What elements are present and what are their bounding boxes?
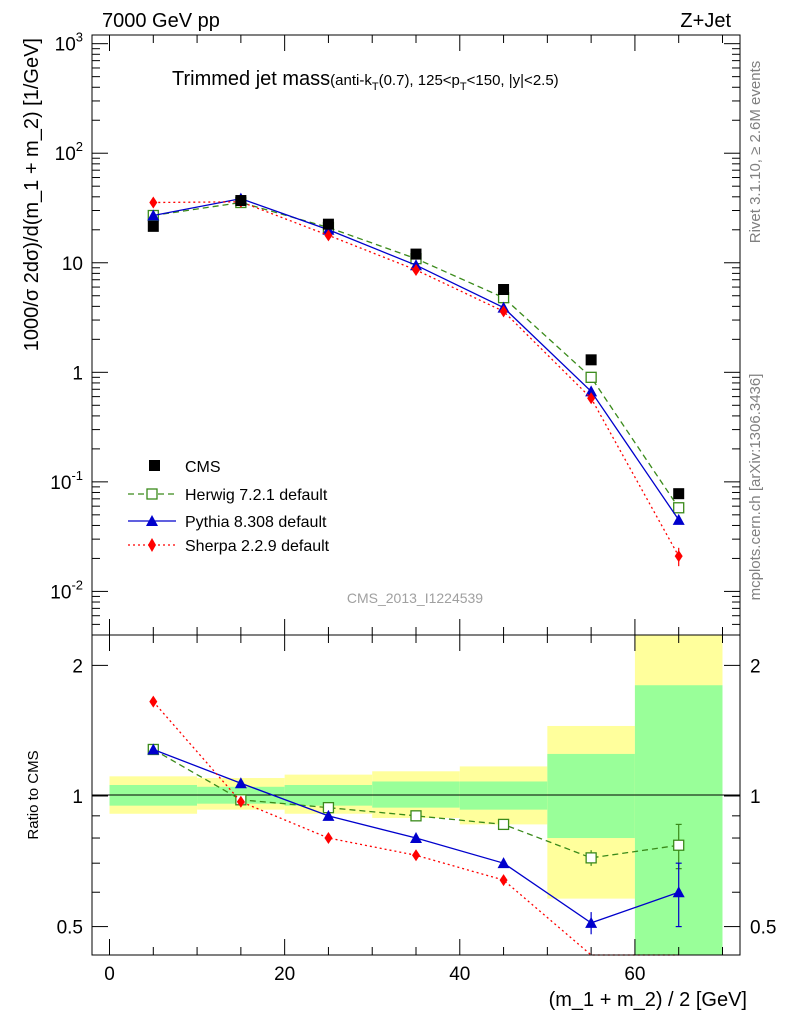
x-tick-label: 40 [449,964,470,985]
header-energy: 7000 GeV pp [102,10,220,32]
main-series-point [587,392,596,405]
legend-marker-pythia [146,515,158,526]
cms-data-point [585,354,597,366]
plot-title-p-sub: T [460,81,467,93]
main-y-tick-label: 10-2 [50,577,83,603]
ratio-series-point [585,916,598,928]
plot-title: Trimmed jet mass(anti-kT(0.7), 125<pT<15… [172,68,559,93]
main-panel-series [147,192,685,567]
main-series-point [499,305,508,318]
legend-marker-herwig [146,488,158,500]
main-series-point [585,371,597,383]
main-series-point [673,502,685,514]
ratio-series-point [410,810,422,822]
legend-marker-cms [149,460,160,471]
legend-label-pythia: Pythia 8.308 default [185,514,327,531]
main-series-point [674,550,683,563]
ratio-series-point [497,857,510,869]
legend: CMS Herwig 7.2.1 default Pythia 8.308 de… [128,459,330,555]
ratio-series-point [324,832,333,845]
cms-data-point [410,248,422,260]
ratio-y-tick-label-right: 1 [750,787,761,808]
cms-data-point [673,488,685,500]
legend-label-herwig: Herwig 7.2.1 default [185,487,328,504]
main-y-tick-label: 103 [55,30,83,56]
ratio-band-inner [547,753,635,839]
ratio-series-point [585,852,597,864]
ratio-series-point [234,777,247,789]
ratio-y-tick-label: 2 [72,656,83,677]
main-series-point [585,385,598,397]
ratio-series-point [673,839,685,851]
cms-data-point [235,195,247,207]
legend-entry-cms: CMS [149,459,221,476]
ratio-y-tick-label: 1 [72,787,83,808]
ratio-series-point [410,832,422,844]
main-series-point [149,196,158,209]
cms-data-point [147,220,159,232]
ratio-series-point [147,743,160,755]
main-series-line [153,197,680,521]
ratio-series-point [672,886,685,898]
main-series-point [147,209,160,221]
ratio-series-point [412,849,420,862]
legend-label-cms: CMS [185,459,221,476]
cms-data-point [498,284,510,296]
x-axis-label: (m_1 + m_2) / 2 [GeV] [549,989,747,1011]
main-y-tick-label: 10-1 [50,468,83,494]
ratio-y-tick-label-right: 0.5 [750,918,776,939]
ratio-series-point [322,809,335,821]
analysis-id: CMS_2013_I1224539 [347,590,483,606]
header-process: Z+Jet [680,10,731,32]
plot-title-mid: (0.7), 125<p [379,72,460,89]
x-axis-ticks: 0 20 40 60 [104,35,723,985]
ratio-series-point [497,818,510,831]
plot-title-k-sub: T [372,81,379,93]
ratio-band-inner [459,781,548,810]
ratio-y-axis-label: Ratio to CMS [25,750,42,839]
legend-entry-herwig: Herwig 7.2.1 default [128,487,328,504]
plot-title-suffix: <150, |y|<2.5) [467,72,559,89]
x-tick-label: 60 [624,964,645,985]
main-series-point [324,229,333,242]
cms-data-point [322,218,334,230]
rivet-label: Rivet 3.1.10, ≥ 2.6M events [747,61,764,244]
mcplots-label: mcplots.cern.ch [arXiv:1306.3436] [747,374,764,601]
x-tick-label: 20 [274,964,295,985]
main-series-point [412,263,420,276]
ratio-y-tick-label: 0.5 [57,918,83,939]
ratio-y-tick-label-right: 2 [750,656,761,677]
main-y-tick-label: 102 [55,139,83,165]
legend-entry-sherpa: Sherpa 2.2.9 default [128,538,330,555]
legend-marker-sherpa [148,538,156,552]
main-series-line [153,201,680,509]
x-tick-label: 0 [104,964,115,985]
ratio-series-point [499,874,508,887]
main-y-tick-label: 10 [62,254,83,275]
legend-label-sherpa: Sherpa 2.2.9 default [185,538,330,555]
main-panel-y-ticks: 10-2 10-1 1 10 102 103 [50,30,740,636]
main-y-tick-label: 1 [72,363,83,384]
ratio-series-point [149,695,158,708]
plot-title-prefix: (anti-k [330,72,372,89]
main-series-point [672,513,685,525]
y-axis-label: 1000/σ 2dσ)/d(m_1 + m_2) [1/GeV] [21,38,43,351]
ratio-series-point [236,795,245,808]
legend-entry-pythia: Pythia 8.308 default [128,514,327,531]
ratio-panel-y-ticks: 0.5 0.5 1 1 2 2 [57,656,777,938]
ratio-panel-series [147,695,685,956]
plot-title-main: Trimmed jet mass [172,68,330,90]
